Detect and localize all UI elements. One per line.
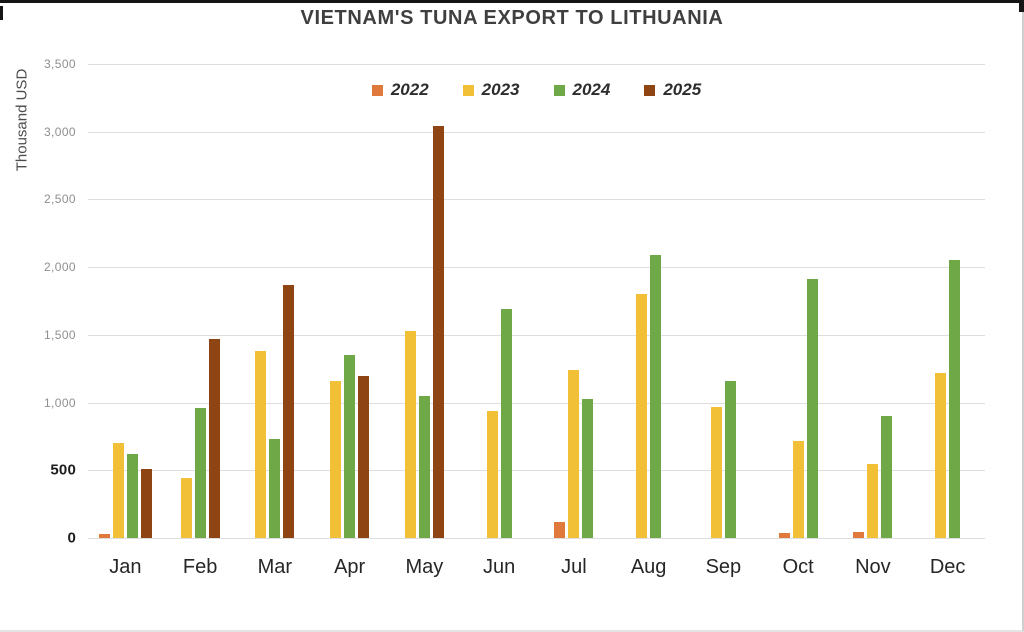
bar-2023-may (404, 330, 416, 538)
x-axis-label-jan: Jan (109, 556, 142, 578)
legend-swatch-icon-2022 (371, 84, 383, 96)
y-tick-label-1000: 1,000 (43, 395, 76, 410)
bar-2024-may (418, 395, 430, 538)
x-axis-label-apr: Apr (334, 556, 366, 578)
bar-2025-mar (283, 284, 295, 538)
legend-label-2024: 2024 (572, 80, 611, 99)
x-axis-label-jun: Jun (483, 556, 516, 578)
bar-2024-jul (582, 398, 594, 538)
bar-2024-apr (344, 355, 356, 538)
gridline-3000 (88, 131, 985, 133)
bar-2024-aug (650, 254, 662, 538)
gridline-1500 (88, 334, 985, 336)
bar-group-jan (88, 64, 163, 538)
x-axis-label-aug: Aug (630, 556, 667, 578)
y-axis-tick-labels: 3,500 3,000 2,500 2,000 1,500 1,000 500 0 (14, 57, 76, 547)
gridline-2500 (88, 199, 985, 201)
legend: 2022 2023 2024 2025 (88, 80, 985, 100)
legend-label-2022: 2022 (390, 80, 429, 99)
legend-item-2024: 2024 (553, 80, 611, 100)
x-axis-label-may: May (405, 556, 444, 578)
bar-group-oct (761, 64, 836, 538)
bar-2022-nov (853, 531, 865, 538)
bar-2024-oct (806, 279, 818, 538)
bar-2025-feb (208, 338, 220, 538)
bar-group-sep (686, 64, 761, 538)
bar-2024-feb (194, 408, 206, 538)
x-axis-label-mar: Mar (257, 556, 293, 578)
bar-2023-jul (568, 370, 580, 538)
bar-2024-jan (126, 454, 138, 538)
bar-2023-aug (636, 294, 648, 538)
y-tick-label-2500: 2,500 (43, 192, 76, 207)
bar-group-may (387, 64, 462, 538)
bar-2025-apr (358, 375, 370, 538)
gridline-2000 (88, 267, 985, 269)
bar-group-mar (238, 64, 313, 538)
bar-group-feb (163, 64, 238, 538)
bar-2023-oct (792, 440, 804, 538)
legend-item-2025: 2025 (644, 80, 701, 100)
gridline-500 (88, 470, 985, 472)
gridline-3500 (88, 64, 985, 65)
bar-2023-dec (935, 372, 947, 538)
x-axis-label-nov: Nov (855, 556, 891, 578)
bar-2022-jan (98, 533, 110, 538)
y-tick-label-500: 500 (50, 461, 76, 479)
bar-group-jul (537, 64, 612, 538)
left-edge-mark (0, 6, 3, 20)
bar-group-aug (611, 64, 686, 538)
bar-2024-jun (500, 309, 512, 538)
x-axis-label-feb: Feb (182, 556, 218, 578)
x-axis-label-dec: Dec (929, 556, 966, 578)
y-tick-label-3500: 3,500 (43, 57, 76, 71)
bar-2024-nov (881, 416, 893, 538)
legend-swatch-icon-2024 (553, 84, 565, 96)
chart-title: VIETNAM'S TUNA EXPORT TO LITHUANIA (300, 7, 724, 29)
y-tick-label-0: 0 (67, 529, 76, 547)
legend-item-2023: 2023 (462, 80, 520, 100)
bar-2025-jan (140, 468, 152, 538)
bar-2024-mar (269, 439, 281, 538)
legend-swatch-icon-2025 (644, 84, 656, 96)
bar-2022-oct (778, 532, 790, 538)
y-tick-label-1500: 1,500 (43, 327, 76, 342)
bar-2024-sep (724, 380, 736, 538)
x-axis-label-jul: Jul (561, 556, 587, 578)
bar-2023-apr (330, 380, 342, 538)
bar-2022-jul (554, 521, 566, 538)
legend-label-2025: 2025 (663, 80, 702, 99)
bar-2023-jan (112, 443, 124, 538)
gridline-1000 (88, 402, 985, 404)
y-tick-label-2000: 2,000 (43, 260, 76, 275)
x-axis-label-sep: Sep (705, 556, 742, 578)
bar-2023-sep (710, 406, 722, 538)
x-axis-labels: Jan Feb Mar Apr May Jun Jul Aug Sep Oct Nov Dec (88, 556, 985, 579)
legend-swatch-icon-2023 (462, 84, 474, 96)
bar-2023-feb (180, 478, 192, 538)
bar-groups (88, 64, 985, 538)
x-axis-label-oct: Oct (782, 556, 814, 578)
bar-group-jun (462, 64, 537, 538)
plot-area (88, 64, 985, 539)
bar-2023-jun (486, 410, 498, 538)
bar-2023-mar (255, 351, 267, 538)
top-right-corner-mark (1019, 0, 1024, 12)
bar-group-apr (312, 64, 387, 538)
legend-label-2023: 2023 (481, 80, 520, 99)
bar-2025-may (432, 126, 444, 538)
bar-group-dec (910, 64, 985, 538)
gridline-0 (88, 538, 985, 539)
bar-2024-dec (949, 260, 961, 538)
bar-2023-nov (867, 463, 879, 538)
legend-item-2022: 2022 (371, 80, 429, 100)
bar-group-nov (836, 64, 911, 538)
y-tick-label-3000: 3,000 (43, 124, 76, 139)
